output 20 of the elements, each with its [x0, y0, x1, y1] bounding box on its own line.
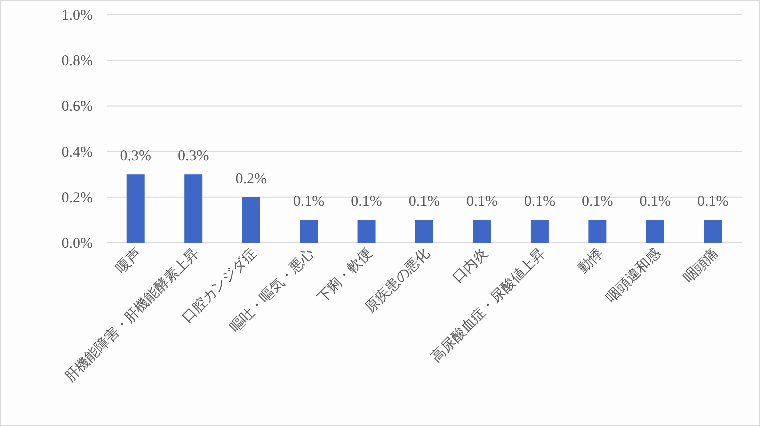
x-tick-label: 口内炎 [450, 246, 492, 287]
x-tick-label: 嗄声 [114, 246, 145, 277]
data-label: 0.1% [640, 194, 672, 210]
data-label: 0.1% [351, 194, 382, 210]
y-tick-label: 0.0% [62, 236, 93, 252]
data-label: 0.3% [120, 148, 152, 165]
data-label: 0.1% [698, 194, 729, 210]
y-tick-label: 0.8% [62, 54, 93, 70]
data-label: 0.1% [466, 194, 498, 210]
y-tick-label: 0.4% [62, 144, 93, 161]
data-label: 0.1% [408, 194, 440, 210]
data-label: 0.3% [178, 148, 210, 165]
y-tick-label: 0.6% [62, 99, 93, 116]
x-tick-label: 咽頭痛 [680, 246, 722, 287]
y-tick-label: 1.0% [62, 8, 93, 24]
y-tick-label: 0.2% [62, 190, 93, 206]
data-label: 0.1% [293, 194, 325, 210]
data-label: 0.2% [236, 171, 267, 188]
data-label: 0.1% [524, 194, 556, 210]
data-label: 0.1% [582, 194, 614, 210]
